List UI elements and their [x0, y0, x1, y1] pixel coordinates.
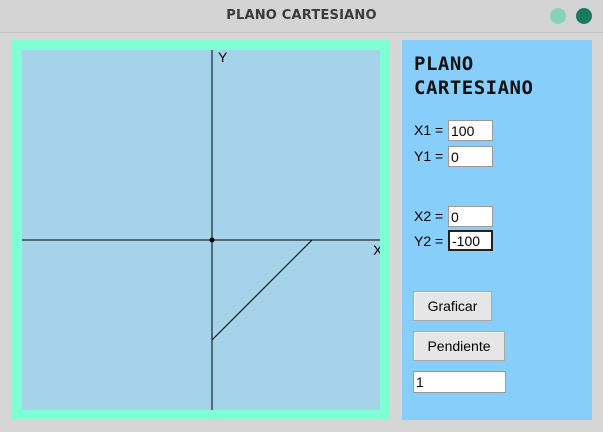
cartesian-canvas: X Y [22, 50, 380, 410]
y1-input[interactable] [448, 146, 493, 167]
title-bar: PLANO CARTESIANO [0, 0, 603, 33]
x1-label: X1 = [414, 122, 444, 138]
close-button[interactable] [576, 8, 592, 24]
y-axis-label: Y [218, 50, 228, 65]
x2-input[interactable] [448, 206, 493, 227]
x2-label: X2 = [414, 208, 444, 224]
y2-label: Y2 = [414, 233, 444, 249]
origin-point [209, 237, 215, 243]
y1-label: Y1 = [414, 148, 444, 164]
plane-frame: X Y [12, 40, 390, 420]
y2-input[interactable] [448, 230, 493, 251]
panel-heading-line1: PLANO [414, 53, 474, 75]
graph-button[interactable]: Graficar [413, 291, 492, 321]
x-axis-label: X [373, 242, 380, 258]
graphed-segment [211, 239, 313, 341]
window-title: PLANO CARTESIANO [226, 8, 377, 23]
minimize-button[interactable] [550, 8, 566, 24]
panel-heading-line2: CARTESIANO [414, 77, 534, 99]
control-panel: PLANO CARTESIANO X1 = Y1 = X2 = Y2 = Gra… [402, 40, 592, 420]
cartesian-plane: X Y [22, 50, 380, 410]
slope-button[interactable]: Pendiente [413, 331, 505, 361]
slope-result-field[interactable] [413, 371, 506, 393]
panel-heading: PLANO CARTESIANO [414, 52, 533, 100]
x1-input[interactable] [448, 120, 493, 141]
